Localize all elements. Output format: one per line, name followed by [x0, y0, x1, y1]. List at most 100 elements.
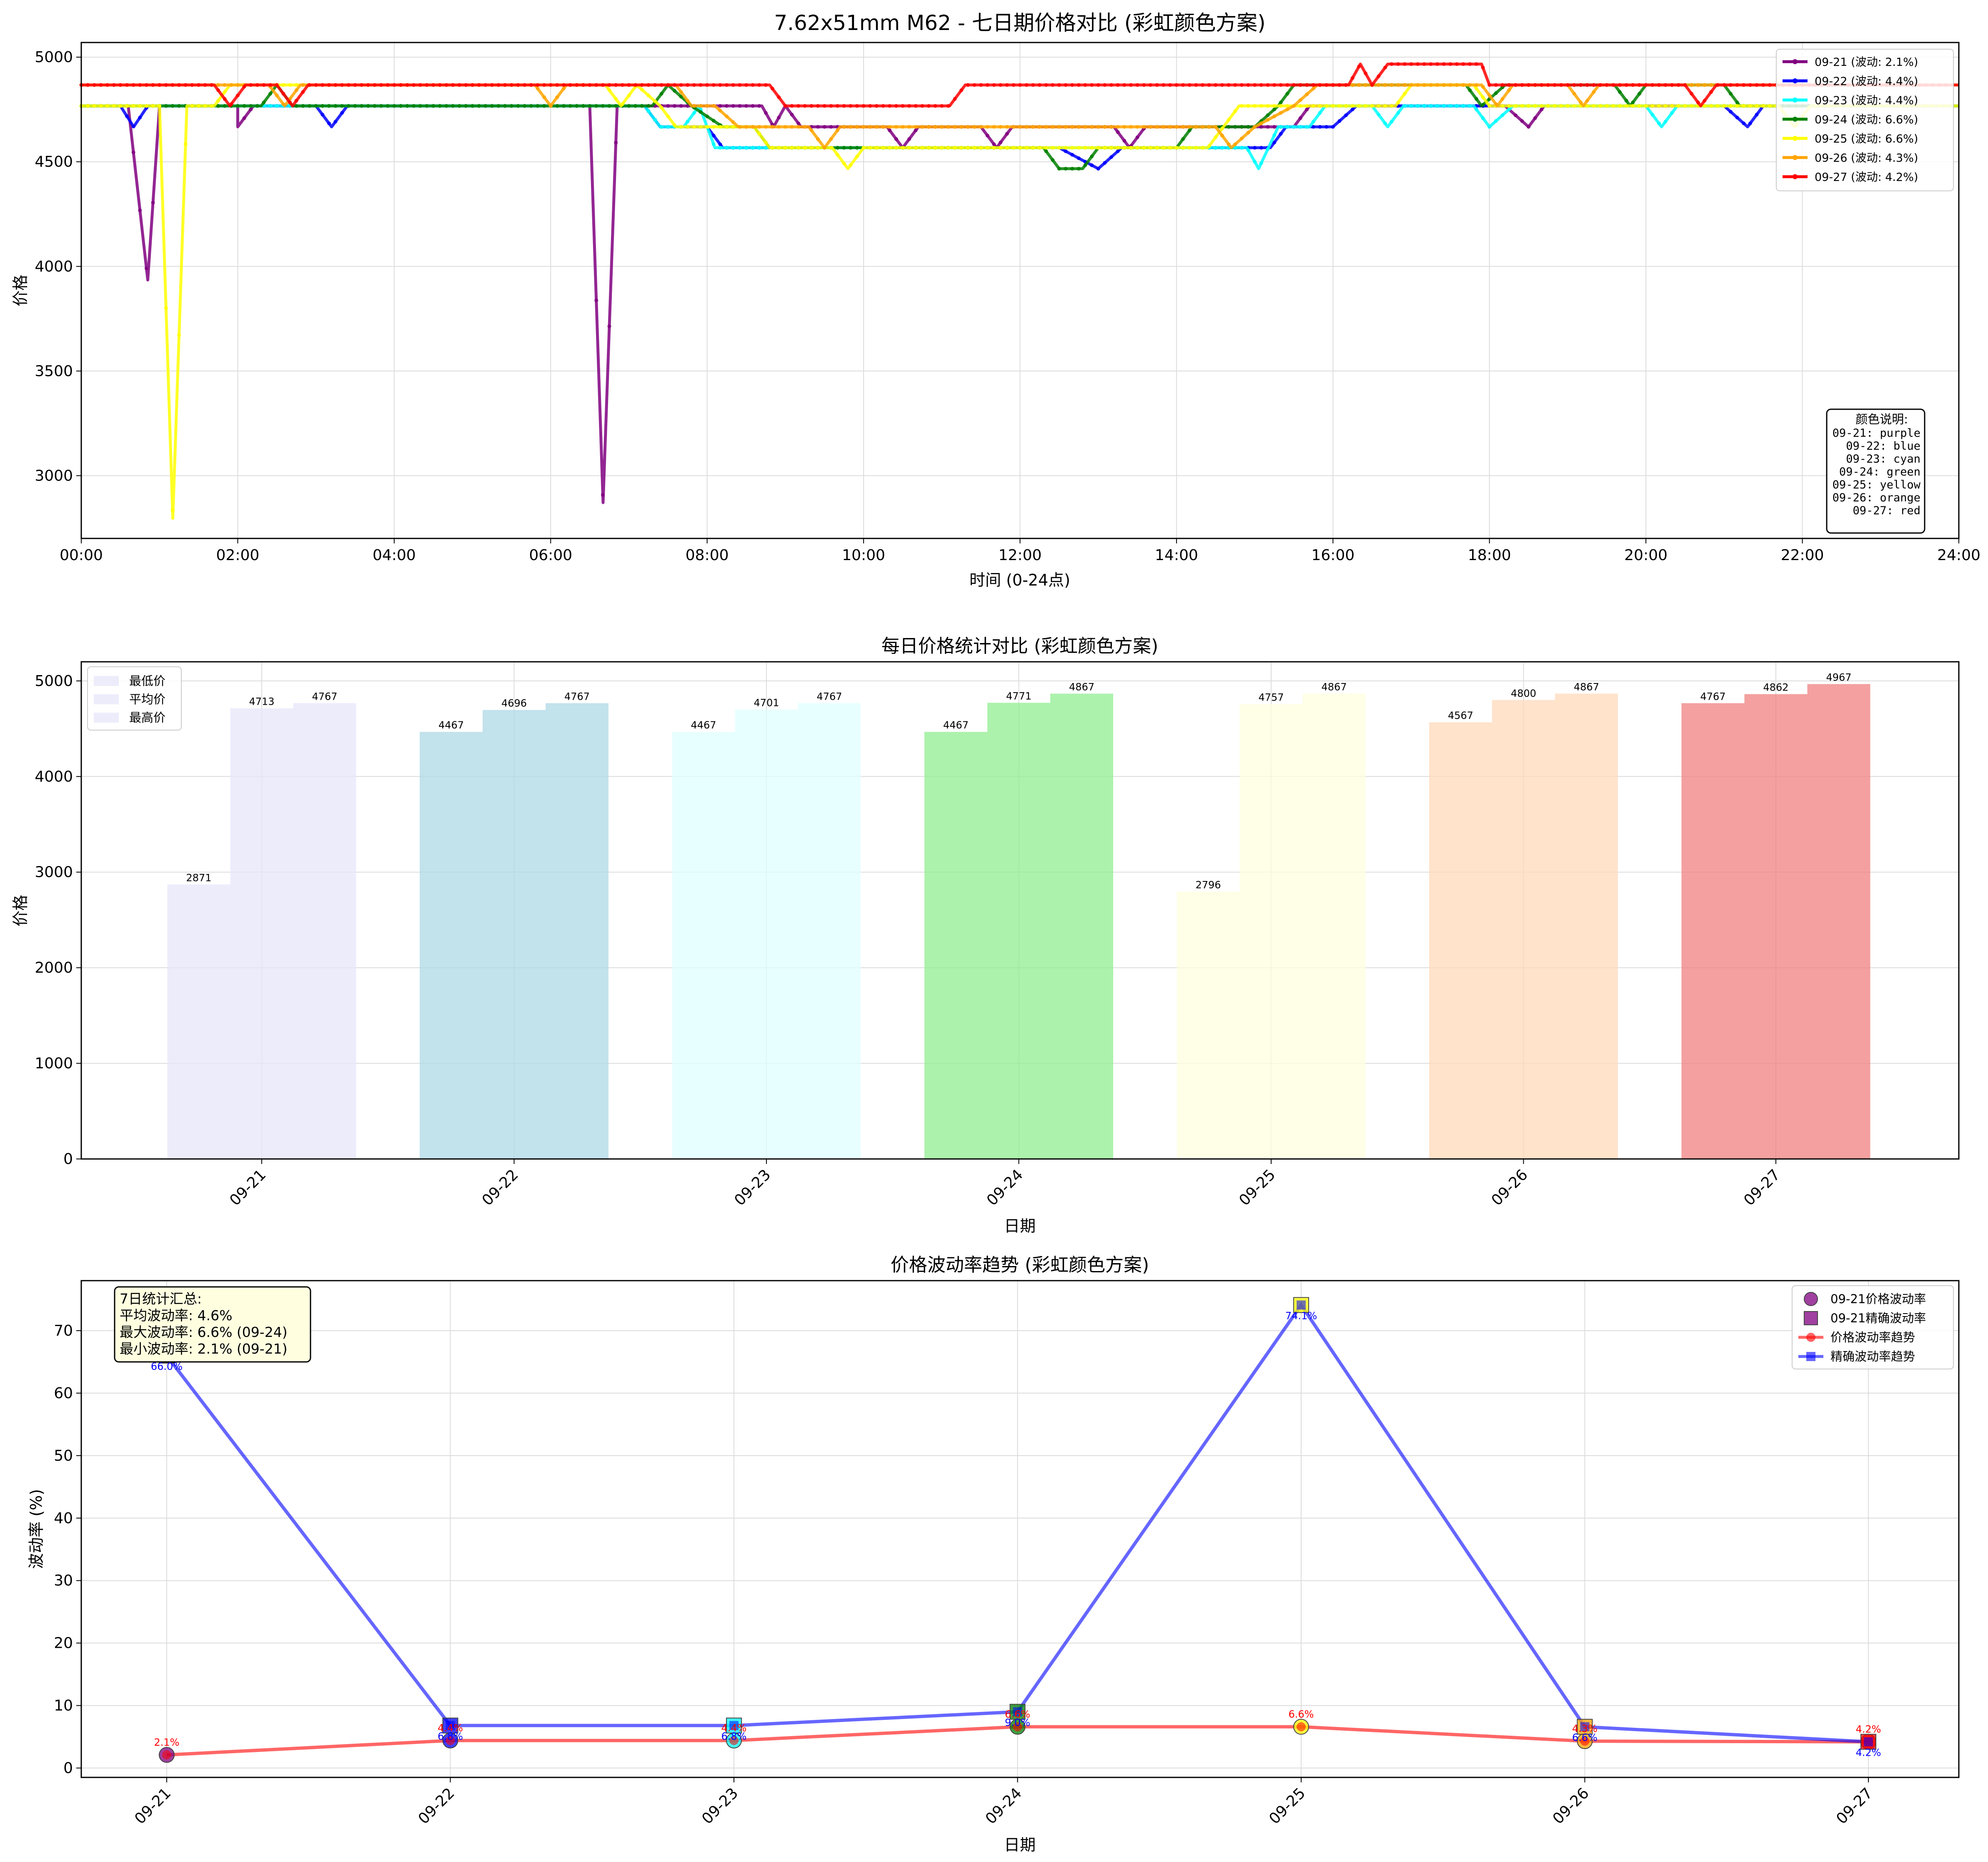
data-point: [1246, 83, 1250, 87]
data-point: [294, 99, 298, 103]
data-point: [177, 333, 181, 337]
data-point: [1624, 83, 1628, 87]
data-point: [933, 146, 937, 150]
data-point: [1552, 83, 1557, 87]
data-point: [953, 97, 957, 101]
data-point: [1344, 104, 1348, 108]
data-point: [412, 83, 416, 87]
data-point: [1735, 115, 1739, 120]
data-point: [1318, 111, 1322, 115]
data-point: [1305, 104, 1309, 108]
legend-swatch: [94, 676, 119, 686]
data-point: [1285, 125, 1289, 129]
data-point: [711, 104, 716, 108]
data-point: [412, 104, 416, 108]
data-point: [314, 83, 318, 87]
data-point: [1083, 163, 1087, 167]
legend-marker: [1793, 174, 1798, 179]
data-point: [1162, 83, 1166, 87]
data-point: [1364, 71, 1368, 75]
data-point: [718, 108, 722, 113]
data-point: [1064, 83, 1068, 87]
series-markers-7: [79, 62, 1948, 108]
price-trend-marker: [1013, 1722, 1022, 1732]
data-point: [529, 83, 533, 87]
data-point: [686, 125, 690, 129]
data-point: [555, 104, 559, 108]
data-point: [933, 104, 937, 108]
data-point: [1513, 104, 1517, 108]
data-point: [1064, 149, 1068, 153]
data-point: [1644, 83, 1648, 87]
data-point: [490, 83, 494, 87]
data-point: [679, 104, 683, 108]
data-point: [1520, 119, 1524, 123]
data-point: [829, 146, 833, 150]
data-point: [340, 83, 344, 87]
data-point: [1279, 100, 1283, 105]
bar-09-24-1: [924, 732, 987, 1159]
price-volatility-label: 4.4%: [438, 1722, 463, 1734]
bar-value-label: 4867: [1574, 681, 1599, 693]
data-point: [1122, 125, 1127, 129]
precise-volatility-label: 9.0%: [1005, 1717, 1030, 1729]
chart1-x-tick-label: 16:00: [1311, 547, 1355, 564]
data-point: [790, 104, 794, 108]
data-point: [183, 83, 188, 87]
bar-value-label: 4800: [1511, 688, 1536, 699]
bar-value-label: 4467: [943, 719, 969, 731]
data-point: [751, 83, 755, 87]
data-point: [1142, 125, 1146, 129]
data-point: [992, 83, 996, 87]
data-point: [666, 104, 670, 108]
data-point: [1024, 146, 1029, 150]
data-point: [1051, 158, 1055, 162]
data-point: [333, 120, 338, 124]
bar-09-22-2: [483, 710, 546, 1159]
legend-marker: [1793, 98, 1798, 103]
data-point: [1761, 104, 1765, 108]
legend-swatch: [94, 713, 119, 723]
chart2-x-tick-label: 09-25: [1236, 1166, 1279, 1209]
data-point: [1272, 83, 1277, 87]
data-point: [471, 83, 475, 87]
data-point: [366, 104, 370, 108]
legend-label: 09-21 (波动: 2.1%): [1815, 56, 1918, 69]
data-point: [1214, 146, 1218, 150]
data-point: [1742, 83, 1746, 87]
data-point: [999, 146, 1003, 150]
bar-09-24-3: [1050, 693, 1113, 1159]
data-point: [861, 146, 866, 150]
data-point: [1605, 104, 1609, 108]
data-point: [1631, 100, 1635, 105]
legend-label: 精确波动率趋势: [1830, 1349, 1915, 1364]
precise-trend-marker: [446, 1721, 455, 1730]
data-point: [555, 95, 559, 99]
data-point: [353, 83, 357, 87]
data-point: [1572, 83, 1576, 87]
bar-value-label: 4757: [1258, 692, 1284, 703]
data-point: [151, 200, 155, 205]
data-point: [1031, 146, 1035, 150]
data-point: [1416, 104, 1420, 108]
chart3-x-tick-label: 09-25: [1266, 1784, 1309, 1827]
data-point: [210, 83, 214, 87]
chart2-y-tick-label: 1000: [35, 1055, 73, 1072]
data-point: [705, 114, 709, 118]
data-point: [607, 324, 611, 328]
data-point: [1018, 125, 1022, 129]
data-point: [1083, 125, 1087, 129]
data-point: [1103, 161, 1107, 165]
data-point: [542, 83, 546, 87]
data-point: [1683, 83, 1687, 87]
chart1-ylabel: 价格: [11, 275, 30, 306]
data-point: [1064, 146, 1068, 150]
data-point: [777, 95, 781, 99]
data-point: [646, 93, 651, 98]
data-point: [666, 114, 670, 118]
data-point: [320, 104, 325, 108]
data-point: [294, 88, 298, 92]
data-point: [718, 146, 722, 150]
data-point: [464, 83, 468, 87]
